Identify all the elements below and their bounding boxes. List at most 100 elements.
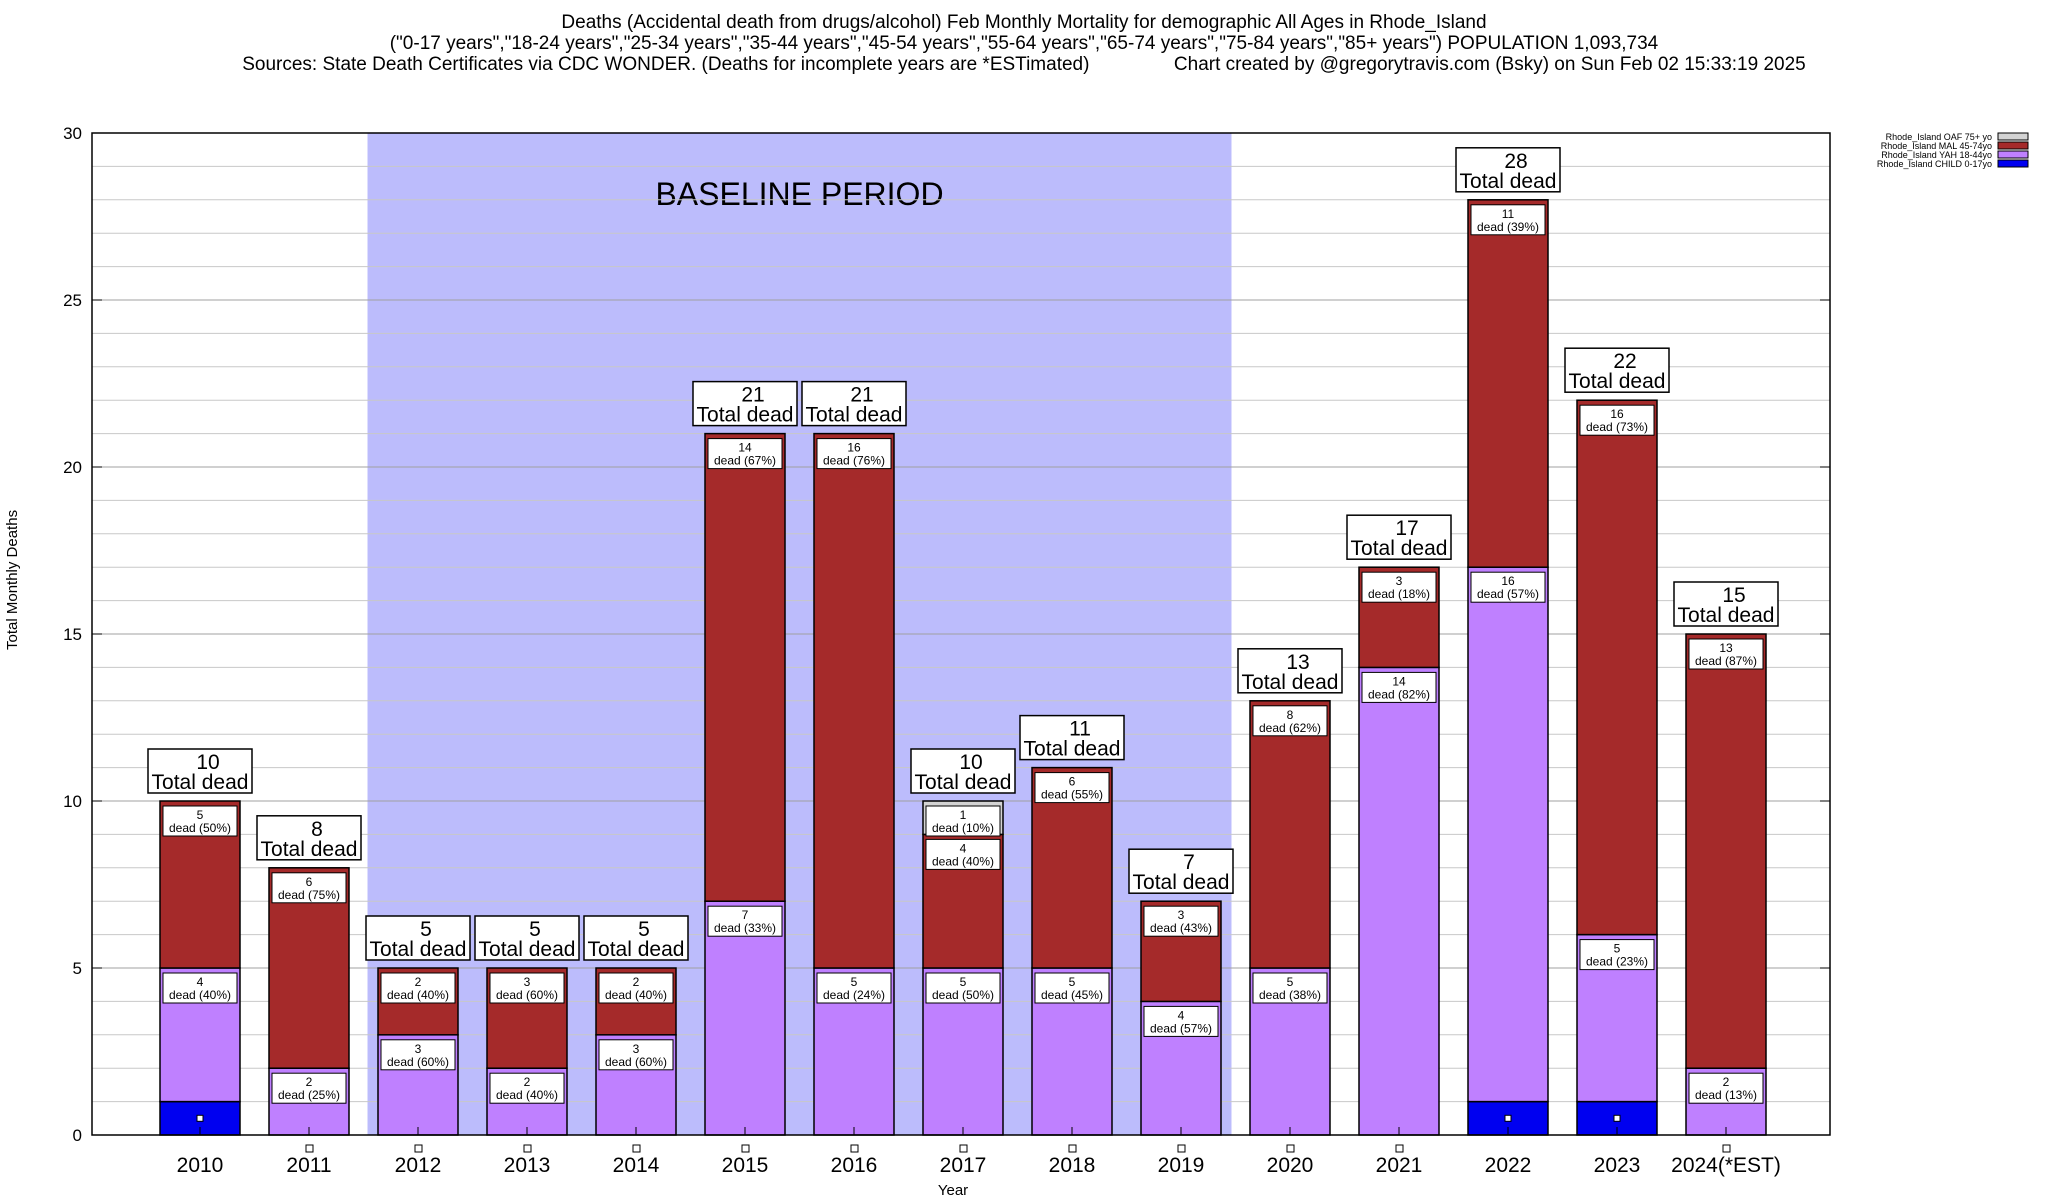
credit-text: Chart created by @gregorytravis.com (Bsk… — [1173, 54, 1806, 75]
total-dead-text: Total dead — [915, 771, 1012, 794]
segment-percent: dead (43%) — [1150, 921, 1212, 935]
total-count: 22 — [1613, 350, 1636, 373]
segment-percent: dead (60%) — [605, 1055, 667, 1069]
segment-label-box — [598, 972, 674, 1004]
segment-label-box — [1470, 571, 1546, 603]
segment-count: 2 — [306, 1075, 313, 1089]
segment-label-box — [707, 438, 783, 470]
x-tick-label: 2024(*EST) — [1671, 1154, 1781, 1177]
y-tick-label: 15 — [63, 625, 82, 644]
x-tick-label: 2012 — [395, 1154, 442, 1177]
x-tick-label: 2021 — [1376, 1154, 1423, 1177]
segment-count: 11 — [1502, 207, 1515, 221]
zero-child-marker — [1177, 1144, 1186, 1153]
segment-count: 2 — [633, 975, 640, 989]
x-tick-label: 2016 — [831, 1154, 878, 1177]
x-tick-label: 2018 — [1049, 1154, 1096, 1177]
total-dead-text: Total dead — [1024, 738, 1121, 761]
segment-label-box — [816, 438, 892, 470]
segment-percent: dead (38%) — [1259, 988, 1321, 1002]
total-dead-text: Total dead — [806, 404, 903, 427]
segment-label-box — [489, 1072, 565, 1104]
bar-segment — [1467, 199, 1549, 568]
segment-label-box — [1252, 705, 1328, 737]
total-label-box — [910, 748, 1016, 794]
segment-count: 5 — [1614, 942, 1621, 956]
segment-percent: dead (50%) — [169, 821, 231, 835]
total-label-box — [147, 748, 253, 794]
segment-percent: dead (50%) — [932, 988, 994, 1002]
segment-label-box — [162, 972, 238, 1004]
segment-percent: dead (33%) — [714, 921, 776, 935]
chart-sources-line: Sources: State Death Certificates via CD… — [0, 54, 2048, 75]
bar-segment — [1467, 566, 1549, 1103]
x-tick-label: 2013 — [504, 1154, 551, 1177]
total-label-box — [1455, 147, 1561, 193]
total-dead-text: Total dead — [1460, 170, 1557, 193]
zero-child-marker — [1068, 1144, 1077, 1153]
x-tick-label: 2011 — [286, 1154, 331, 1177]
baseline-period-label: BASELINE PERIOD — [655, 176, 943, 212]
total-count: 7 — [1183, 851, 1195, 874]
total-count: 21 — [741, 384, 764, 407]
total-label-box — [1237, 648, 1343, 694]
segment-percent: dead (62%) — [1259, 721, 1321, 735]
segment-percent: dead (45%) — [1041, 988, 1103, 1002]
x-tick-label: 2017 — [940, 1154, 987, 1177]
segment-label-box — [1688, 638, 1764, 670]
bar-segment — [1249, 700, 1331, 969]
segment-percent: dead (10%) — [932, 821, 994, 835]
total-label-box — [1346, 514, 1452, 560]
y-tick-label: 25 — [63, 291, 82, 310]
legend-swatch — [1997, 132, 2029, 141]
segment-label-box — [1579, 404, 1655, 436]
segment-percent: dead (73%) — [1586, 420, 1648, 434]
segment-count: 4 — [197, 975, 204, 989]
segment-label-box — [1361, 571, 1437, 603]
segment-label-box — [598, 1039, 674, 1071]
segment-label-box — [1143, 1005, 1219, 1037]
chart-subtitle: ("0-17 years","18-24 years","25-34 years… — [389, 33, 1659, 54]
child-marker — [1613, 1114, 1621, 1122]
y-tick-label: 0 — [73, 1126, 82, 1145]
zero-child-marker — [1286, 1144, 1295, 1153]
segment-percent: dead (75%) — [278, 888, 340, 902]
segment-count: 8 — [1287, 708, 1294, 722]
total-count: 21 — [850, 384, 873, 407]
segment-count: 6 — [1069, 775, 1076, 789]
x-tick-label: 2019 — [1158, 1154, 1205, 1177]
segment-count: 3 — [1396, 574, 1403, 588]
total-count: 28 — [1504, 150, 1527, 173]
segment-percent: dead (40%) — [169, 988, 231, 1002]
segment-count: 3 — [415, 1042, 422, 1056]
legend-swatch — [1997, 159, 2029, 168]
segment-percent: dead (87%) — [1695, 654, 1757, 668]
segment-label-box — [1688, 1072, 1764, 1104]
zero-child-marker — [523, 1144, 532, 1153]
segment-count: 5 — [1069, 975, 1076, 989]
x-tick-label: 2015 — [722, 1154, 769, 1177]
segment-count: 3 — [524, 975, 531, 989]
sources-text: Sources: State Death Certificates via CD… — [242, 54, 1090, 75]
total-label-box — [1128, 848, 1234, 894]
total-count: 17 — [1395, 517, 1418, 540]
segment-label-box — [380, 972, 456, 1004]
segment-count: 13 — [1719, 641, 1733, 655]
segment-percent: dead (60%) — [496, 988, 558, 1002]
